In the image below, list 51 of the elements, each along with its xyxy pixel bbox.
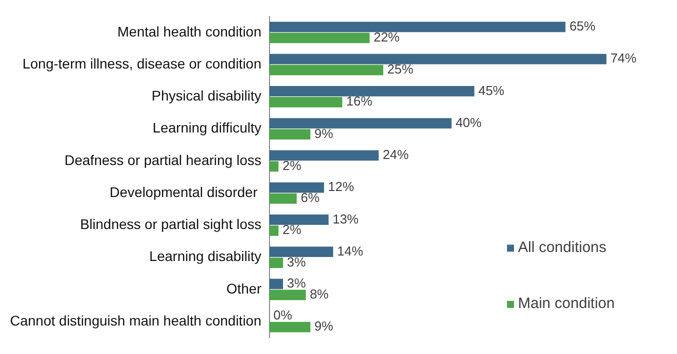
bar: [269, 22, 566, 32]
y-tick-label: Learning difficulty: [152, 120, 262, 136]
bar: [269, 225, 278, 236]
data-label: 2%: [282, 222, 302, 238]
data-label: 25%: [387, 62, 414, 77]
data-label: 3%: [287, 254, 306, 270]
bar: [269, 278, 284, 290]
data-label: 2%: [282, 158, 302, 173]
bar: [269, 32, 370, 44]
y-tick-label: Cannot distinguish main health condition: [10, 312, 262, 328]
bar: [269, 96, 342, 108]
data-label: 74%: [610, 50, 637, 66]
data-label: 45%: [478, 82, 505, 98]
y-tick-label: Long-term illness, disease or condition: [22, 55, 262, 72]
bar: [269, 54, 606, 64]
bar: [269, 246, 334, 258]
data-label: 65%: [569, 18, 596, 34]
bar: [269, 290, 306, 300]
data-label: 16%: [346, 94, 373, 109]
y-tick-label: Learning disability: [149, 248, 262, 264]
data-label: 9%: [314, 126, 334, 141]
bar: [269, 182, 324, 193]
data-label: 22%: [374, 30, 400, 44]
bar: [269, 150, 379, 161]
data-label: 9%: [314, 318, 334, 334]
bar: [269, 161, 278, 172]
bar: [269, 322, 310, 332]
data-label: 6%: [300, 190, 320, 206]
bar: [269, 118, 452, 129]
bar: [269, 214, 329, 225]
legend-label: Main condition: [518, 295, 615, 312]
y-tick-label: Developmental disorder: [110, 184, 262, 200]
bar: [269, 193, 297, 204]
data-label: 3%: [287, 276, 306, 291]
data-label: 14%: [337, 243, 364, 258]
y-tick-label: Deafness or partial hearing loss: [64, 152, 262, 168]
y-tick-label: Mental health condition: [117, 23, 262, 40]
bar: [269, 258, 284, 268]
data-label: 8%: [310, 286, 330, 302]
y-tick-label: Other: [226, 280, 262, 296]
data-label: 40%: [456, 114, 482, 130]
data-label: 12%: [328, 179, 355, 194]
bar: [269, 64, 384, 76]
y-tick-label: Blindness or partial sight loss: [80, 216, 262, 232]
bar: [269, 86, 474, 96]
bar: [269, 129, 310, 140]
data-label: 24%: [382, 147, 410, 162]
data-label: 13%: [332, 211, 360, 226]
y-tick-label: Physical disability: [152, 88, 262, 104]
legend-label: All conditions: [518, 238, 606, 256]
data-label: 0%: [273, 308, 293, 323]
